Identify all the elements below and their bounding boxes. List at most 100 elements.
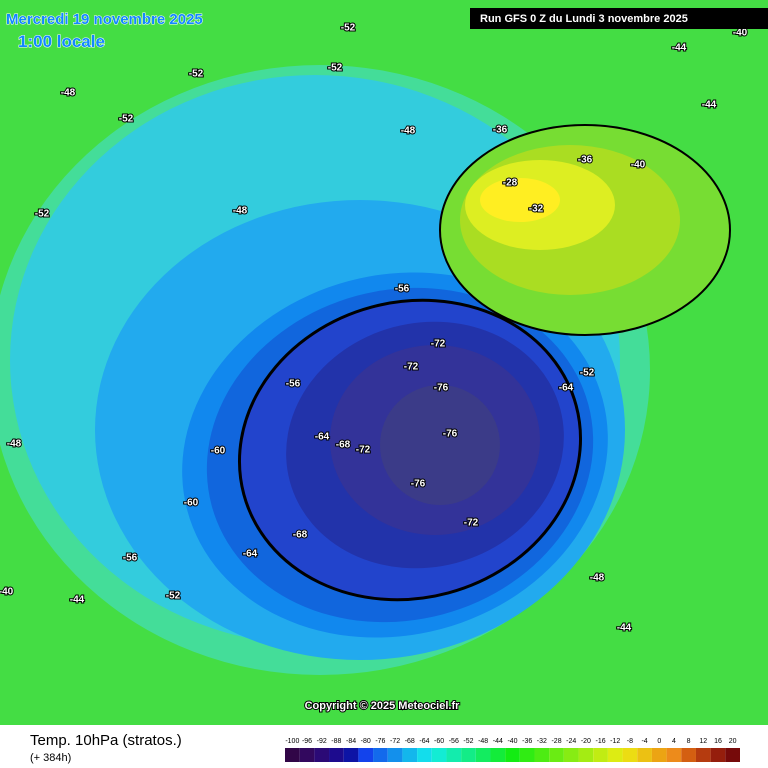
run-box bbox=[470, 8, 768, 29]
scale-swatch bbox=[710, 748, 726, 762]
scale-swatch bbox=[666, 748, 682, 762]
scale-label: 16 bbox=[714, 738, 722, 745]
scale-swatch bbox=[402, 748, 418, 762]
contour-label: -72 bbox=[404, 362, 419, 373]
scale-swatch bbox=[695, 748, 711, 762]
contour-label: -48 bbox=[61, 88, 76, 99]
contour-label: -56 bbox=[286, 379, 301, 390]
scale-label: -4 bbox=[641, 738, 647, 745]
contour-label: -76 bbox=[443, 429, 458, 440]
scale-swatch bbox=[725, 748, 740, 762]
scale-label: -84 bbox=[346, 738, 356, 745]
contour-label: -44 bbox=[617, 623, 632, 634]
scale-swatch bbox=[387, 748, 403, 762]
contour-label: -28 bbox=[503, 178, 518, 189]
contour-label: -52 bbox=[119, 114, 134, 125]
scale-label: -40 bbox=[507, 738, 517, 745]
contour-label: -48 bbox=[233, 206, 248, 217]
contour-label: -32 bbox=[529, 204, 544, 215]
color-scale: -100 -96 -92 -88 -84 -80 -76 -72 -68 -64 -60 -56 -52… bbox=[285, 738, 740, 762]
scale-label: -32 bbox=[537, 738, 547, 745]
run-info: Run GFS 0 Z du Lundi 3 novembre 2025 bbox=[480, 13, 688, 25]
contour-label: -72 bbox=[431, 339, 446, 350]
scale-swatch bbox=[417, 748, 432, 762]
scale-label: -48 bbox=[478, 738, 488, 745]
contour-label: -52 bbox=[328, 63, 343, 74]
scale-swatch bbox=[519, 748, 535, 762]
scale-label: -20 bbox=[581, 738, 591, 745]
contour-label: -64 bbox=[315, 432, 330, 443]
contour-label: -48 bbox=[7, 439, 22, 450]
legend-title: Temp. 10hPa (stratos.) bbox=[30, 732, 182, 749]
contour-label: -68 bbox=[293, 530, 308, 541]
contour-label: -36 bbox=[578, 155, 593, 166]
contour-label: -48 bbox=[590, 573, 605, 584]
scale-label: -64 bbox=[419, 738, 429, 745]
scale-label: 4 bbox=[672, 738, 676, 745]
scale-label: -60 bbox=[434, 738, 444, 745]
contour-label: -40 bbox=[0, 587, 14, 598]
scale-label: 0 bbox=[657, 738, 661, 745]
map-date: Mercredi 19 novembre 2025 bbox=[6, 11, 203, 28]
scale-swatch bbox=[314, 748, 330, 762]
map-time: 1:00 locale bbox=[18, 32, 105, 51]
scale-swatch bbox=[285, 748, 300, 762]
scale-swatch bbox=[578, 748, 594, 762]
scale-label: -96 bbox=[302, 738, 312, 745]
scale-label: -76 bbox=[375, 738, 385, 745]
scale-swatch bbox=[343, 748, 359, 762]
scale-label: -92 bbox=[317, 738, 327, 745]
scale-swatch bbox=[637, 748, 652, 762]
scale-label: -28 bbox=[551, 738, 561, 745]
scale-swatch bbox=[549, 748, 564, 762]
scale-swatch bbox=[563, 748, 579, 762]
contour-label: -64 bbox=[559, 383, 574, 394]
contour-label: -52 bbox=[166, 591, 181, 602]
scale-swatch bbox=[622, 748, 638, 762]
contour-label: -76 bbox=[434, 383, 449, 394]
scale-label: -100 bbox=[285, 738, 299, 745]
contour-label: -64 bbox=[243, 549, 258, 560]
scale-swatch bbox=[373, 748, 388, 762]
contour-label: -36 bbox=[493, 125, 508, 136]
scale-swatch bbox=[505, 748, 520, 762]
scale-swatch bbox=[490, 748, 506, 762]
scale-label: -56 bbox=[449, 738, 459, 745]
scale-label: -24 bbox=[566, 738, 576, 745]
scale-label: -80 bbox=[361, 738, 371, 745]
contour-label: -76 bbox=[411, 479, 426, 490]
scale-label: -52 bbox=[463, 738, 473, 745]
contour-label: -48 bbox=[401, 126, 416, 137]
scale-swatch bbox=[534, 748, 550, 762]
scale-swatch bbox=[461, 748, 476, 762]
scale-swatch bbox=[358, 748, 374, 762]
scale-swatch bbox=[329, 748, 344, 762]
contour-label: -60 bbox=[211, 446, 226, 457]
contour-label: -68 bbox=[336, 440, 351, 451]
scale-swatch bbox=[431, 748, 447, 762]
scale-swatch bbox=[651, 748, 667, 762]
contour-label: -52 bbox=[341, 23, 356, 34]
scale-label: -36 bbox=[522, 738, 532, 745]
contour-label: -44 bbox=[70, 595, 85, 606]
contour-label: -52 bbox=[35, 209, 50, 220]
contour-label: -72 bbox=[356, 445, 371, 456]
scale-swatch bbox=[593, 748, 608, 762]
copyright: Copyright © 2025 Meteociel.fr bbox=[305, 700, 461, 712]
scale-label: 8 bbox=[687, 738, 691, 745]
scale-swatch bbox=[681, 748, 696, 762]
contour-label: -72 bbox=[464, 518, 479, 529]
scale-label: -68 bbox=[405, 738, 415, 745]
contour-label: -60 bbox=[184, 498, 199, 509]
scale-label: -12 bbox=[610, 738, 620, 745]
contour-label: -56 bbox=[395, 284, 410, 295]
scale-label: -72 bbox=[390, 738, 400, 745]
contour-label: -40 bbox=[733, 28, 748, 39]
scale-label: -16 bbox=[596, 738, 606, 745]
map-background bbox=[0, 0, 768, 725]
contour-labels: -52 -52 -48 -52 -52 -48 -44 -40 -36 -28 -32 -36 -40 -… bbox=[0, 22, 749, 635]
scale-swatch bbox=[299, 748, 315, 762]
scale-swatch bbox=[446, 748, 462, 762]
contour-label: -52 bbox=[580, 368, 595, 379]
